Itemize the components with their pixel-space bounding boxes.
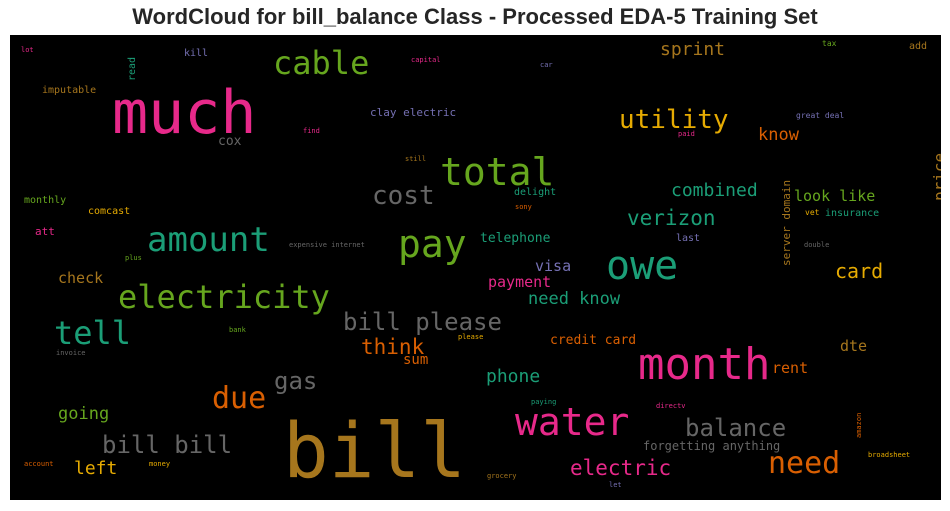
word-cable: cable: [273, 44, 370, 82]
word-going: going: [58, 404, 110, 424]
word-lot: lot: [21, 46, 34, 54]
word-find: find: [303, 127, 320, 135]
word-monthly: monthly: [24, 195, 67, 206]
word-directv: directv: [656, 402, 686, 410]
word-water: water: [515, 400, 630, 444]
word-add: add: [909, 41, 928, 52]
word-plus: plus: [125, 254, 142, 262]
word-due: due: [212, 381, 267, 416]
word-att: att: [35, 225, 55, 238]
wordcloud-canvas: bill much month total owe pay water amount elect…: [10, 35, 941, 500]
word-broadsheet: broadsheet: [868, 451, 911, 459]
word-cost: cost: [372, 181, 435, 211]
word-capital: capital: [411, 56, 441, 64]
word-kill: kill: [184, 48, 209, 59]
word-cox: cox: [218, 134, 242, 149]
word-phone: phone: [486, 366, 541, 387]
word-forgetting-anything: forgetting anything: [643, 439, 781, 453]
word-need: need: [768, 446, 841, 481]
word-let: let: [609, 481, 622, 489]
word-still: still: [405, 155, 427, 163]
word-tell: tell: [54, 314, 132, 352]
word-vet: vet: [805, 208, 820, 217]
word-car: car: [540, 61, 553, 69]
word-much: much: [112, 78, 257, 148]
word-electricity: electricity: [118, 278, 330, 316]
word-verizon: verizon: [627, 206, 716, 230]
word-double: double: [804, 241, 830, 249]
word-bill: bill: [283, 406, 467, 495]
word-amazon: amazon: [855, 412, 863, 438]
word-card: card: [835, 259, 884, 283]
word-credit-card: credit card: [550, 333, 637, 348]
word-invoice: invoice: [56, 349, 86, 357]
word-gas: gas: [274, 367, 318, 395]
word-last: last: [676, 233, 701, 244]
word-left: left: [74, 458, 118, 479]
word-bank: bank: [229, 326, 246, 334]
word-month: month: [638, 339, 771, 390]
word-telephone: telephone: [480, 231, 551, 246]
word-total: total: [440, 150, 555, 194]
word-combined: combined: [671, 180, 758, 201]
word-rent: rent: [772, 359, 809, 377]
word-amount: amount: [147, 220, 270, 260]
word-great-deal: great deal: [796, 111, 845, 120]
word-electric: electric: [570, 456, 672, 480]
word-expensive-internet: expensive internet: [289, 241, 365, 249]
word-check: check: [58, 269, 104, 287]
word-think: think: [361, 335, 425, 359]
word-utility: utility: [619, 105, 729, 135]
word-sprint: sprint: [660, 39, 726, 60]
word-dte: dte: [840, 337, 868, 355]
word-read: read: [127, 56, 138, 81]
word-sony: sony: [515, 203, 532, 211]
word-tax: tax: [822, 39, 837, 48]
word-look-like: look like: [794, 187, 876, 205]
word-server-domain: server domain: [780, 179, 793, 266]
word-need-know: need know: [528, 289, 621, 309]
word-know: know: [758, 125, 799, 145]
word-bill-please: bill please: [343, 308, 502, 336]
word-money: money: [149, 460, 171, 468]
word-grocery: grocery: [487, 472, 517, 480]
word-comcast: comcast: [88, 206, 131, 217]
word-clay-electric: clay electric: [370, 106, 457, 119]
word-please: please: [458, 333, 484, 341]
word-owe: owe: [606, 243, 679, 289]
word-account: account: [24, 460, 54, 468]
word-delight: delight: [514, 187, 557, 198]
word-visa: visa: [535, 257, 572, 275]
chart-title: WordCloud for bill_balance Class - Proce…: [132, 4, 818, 29]
word-price: price: [930, 152, 941, 201]
word-imputable: imputable: [42, 85, 97, 96]
word-insurance: insurance: [825, 208, 880, 219]
word-pay: pay: [398, 222, 467, 266]
word-sum: sum: [403, 352, 429, 368]
word-payment: payment: [488, 273, 552, 291]
word-paying: paying: [531, 398, 557, 406]
word-bill-bill: bill bill: [102, 431, 233, 459]
word-balance: balance: [685, 414, 787, 442]
word-paid: paid: [678, 130, 695, 138]
